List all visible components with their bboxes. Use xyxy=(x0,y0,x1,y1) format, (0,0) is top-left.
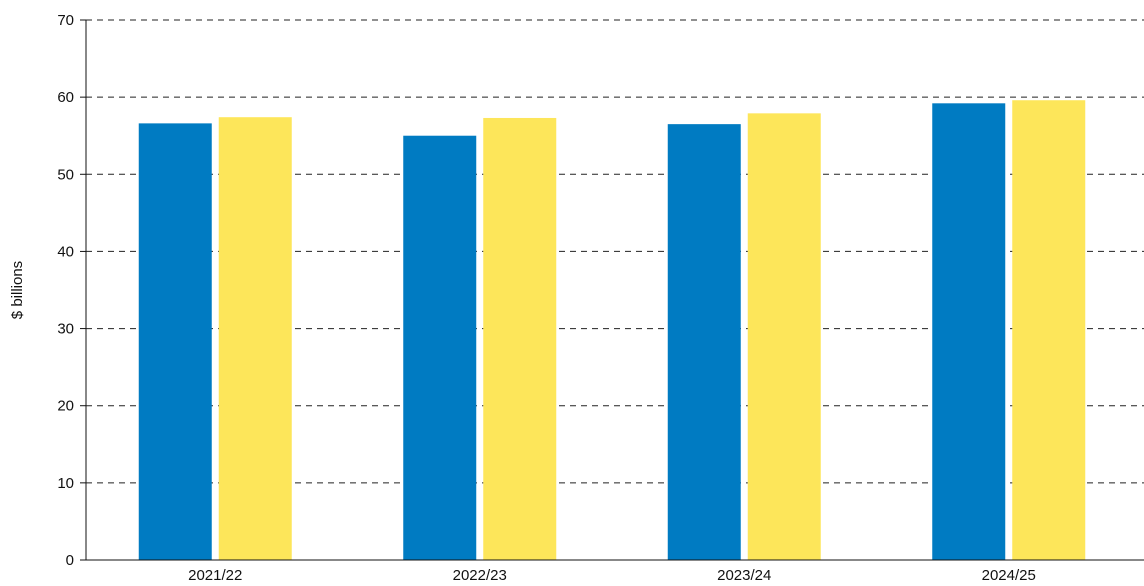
bar-series-2-2023-24 xyxy=(747,113,821,560)
x-tick-label: 2024/25 xyxy=(982,567,1036,584)
y-tick-label: 0 xyxy=(66,552,74,569)
y-tick-label: 10 xyxy=(57,475,74,492)
y-tick-labels: 0 10 20 30 40 50 60 70 xyxy=(57,12,86,569)
y-tick-label: 50 xyxy=(57,166,74,183)
x-tick-label: 2022/23 xyxy=(453,567,507,584)
bar-series-2-2022-23 xyxy=(483,117,557,560)
axes xyxy=(85,20,1144,561)
y-tick-label: 60 xyxy=(57,89,74,106)
y-tick-label: 70 xyxy=(57,12,74,29)
bar-series-1-2023-24 xyxy=(667,124,741,561)
bars xyxy=(138,100,1086,561)
x-tick-label: 2021/22 xyxy=(188,567,242,584)
y-tick-label: 40 xyxy=(57,243,74,260)
bar-series-1-2024-25 xyxy=(932,103,1006,561)
bar-series-1-2022-23 xyxy=(403,135,477,560)
bar-series-2-2021-22 xyxy=(218,117,292,560)
x-tick-label: 2023/24 xyxy=(717,567,771,584)
y-axis-title: $ billions xyxy=(9,261,26,319)
y-tick-label: 20 xyxy=(57,398,74,415)
y-tick-label: 30 xyxy=(57,321,74,338)
bar-series-1-2021-22 xyxy=(138,123,212,560)
x-tick-labels: 2021/22 2022/23 2023/24 2024/25 xyxy=(188,567,1036,584)
bar-series-2-2024-25 xyxy=(1012,100,1086,560)
